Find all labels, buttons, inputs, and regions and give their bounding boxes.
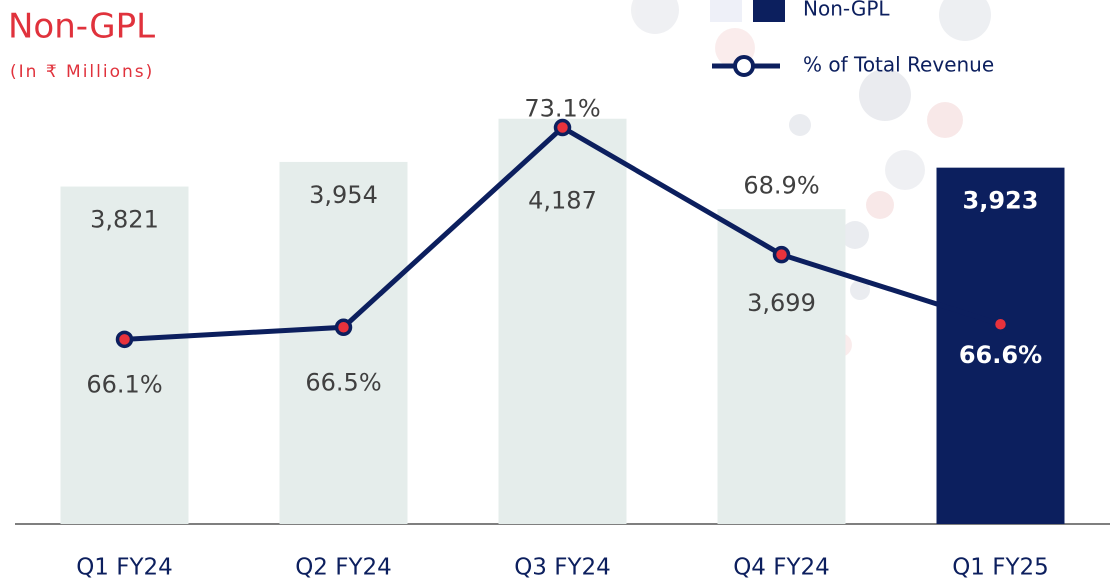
- x-tick-label: Q3 FY24: [514, 555, 611, 581]
- line-marker: [553, 118, 572, 137]
- bar: [498, 118, 627, 525]
- chart-subtitle: (In ₹ Millions): [10, 62, 154, 82]
- line-marker: [115, 330, 134, 349]
- data-label: 68.9%: [743, 172, 819, 200]
- data-label: 66.6%: [959, 341, 1042, 369]
- legend-swatch: [753, 0, 785, 22]
- data-label: 3,699: [747, 289, 816, 317]
- data-label: 3,821: [90, 206, 159, 234]
- data-label: 4,187: [528, 187, 597, 215]
- data-label: 66.5%: [305, 368, 381, 396]
- legend-label: % of Total Revenue: [803, 53, 994, 77]
- x-tick-label: Q1 FY24: [76, 555, 173, 581]
- chart-title: Non-GPL: [8, 7, 155, 47]
- bar: [60, 186, 189, 524]
- legend-label: Non-GPL: [803, 0, 890, 21]
- line-marker: [772, 245, 791, 264]
- data-label: 66.1%: [86, 370, 162, 398]
- line-marker: [991, 315, 1010, 333]
- data-label: 3,954: [309, 181, 378, 209]
- legend-swatch-decoration: [710, 0, 742, 22]
- x-tick-label: Q2 FY24: [295, 555, 392, 581]
- data-label: 73.1%: [524, 95, 600, 123]
- x-tick-label: Q1 FY25: [952, 555, 1049, 581]
- bar: [936, 167, 1065, 525]
- data-label: 3,923: [963, 187, 1039, 215]
- legend-marker: [733, 55, 755, 77]
- background-decoration: [631, 0, 991, 357]
- x-tick-label: Q4 FY24: [733, 555, 830, 581]
- bar: [279, 161, 408, 524]
- line-marker: [334, 318, 353, 337]
